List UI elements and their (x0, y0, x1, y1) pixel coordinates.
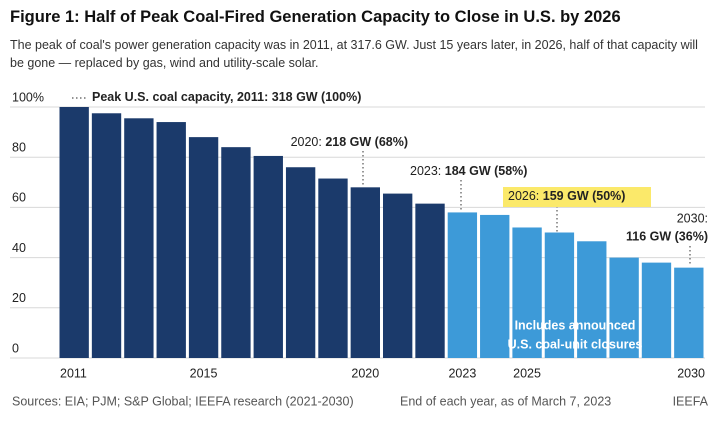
annotation: 2026: 159 GW (50%) (508, 189, 625, 203)
bar (221, 147, 251, 358)
annotation-text: 218 GW (68%) (325, 135, 408, 149)
bar (59, 107, 89, 358)
y-tick-label: 60 (12, 191, 26, 205)
bar (512, 227, 542, 358)
annotation-text: 159 GW (50%) (543, 189, 626, 203)
x-tick-label: 2015 (190, 366, 218, 380)
bar-note: U.S. coal-unit closures (508, 337, 643, 351)
bar (350, 187, 380, 358)
bar (415, 203, 445, 358)
annotation-text: Peak U.S. coal capacity, 2011: 318 GW (1… (92, 90, 361, 104)
annotation-prefix: 2030: (677, 211, 708, 225)
y-tick-label: 20 (12, 291, 26, 305)
bar (544, 232, 575, 358)
annotation-prefix: 2023: (410, 164, 441, 178)
chart-title: Figure 1: Half of Peak Coal-Fired Genera… (10, 8, 621, 26)
annotation: Peak U.S. coal capacity, 2011: 318 GW (1… (92, 90, 361, 104)
annotation-highlight (503, 187, 651, 207)
bar (609, 257, 639, 358)
footer-credit: IEEFA (673, 394, 709, 408)
bar (480, 214, 510, 358)
annotation: 2020: 218 GW (68%) (291, 135, 408, 149)
x-tick-label: 2020 (351, 366, 379, 380)
annotation-text: 116 GW (36%) (626, 229, 708, 243)
annotation-text: 184 GW (58%) (445, 164, 528, 178)
x-tick-label: 2030 (677, 366, 705, 380)
bar (641, 262, 672, 358)
bar-note: Includes announced (515, 318, 636, 332)
bar (124, 118, 154, 358)
footer-date-note: End of each year, as of March 7, 2023 (400, 394, 611, 408)
y-tick-label: 0 (12, 341, 19, 355)
chart-subtitle: The peak of coal's power generation capa… (10, 38, 698, 70)
y-tick-label: 80 (12, 140, 26, 154)
bar (383, 193, 413, 358)
bar (156, 122, 186, 358)
bar (318, 178, 348, 358)
footer-sources: Sources: EIA; PJM; S&P Global; IEEFA res… (12, 394, 354, 408)
annotation: 2023: 184 GW (58%) (410, 164, 527, 178)
x-tick-label: 2011 (60, 366, 87, 380)
bar (577, 241, 607, 358)
bar (674, 267, 704, 358)
bar (188, 137, 219, 358)
bar (285, 167, 316, 358)
y-tick-label: 100% (12, 90, 44, 104)
bar (253, 155, 283, 358)
annotation-prefix: 2026: (508, 189, 539, 203)
x-tick-label: 2023 (448, 366, 476, 380)
x-tick-label: 2025 (513, 366, 541, 380)
annotation-prefix: 2020: (291, 135, 322, 149)
bar (447, 212, 478, 358)
y-tick-label: 40 (12, 241, 26, 255)
bar (91, 113, 122, 359)
